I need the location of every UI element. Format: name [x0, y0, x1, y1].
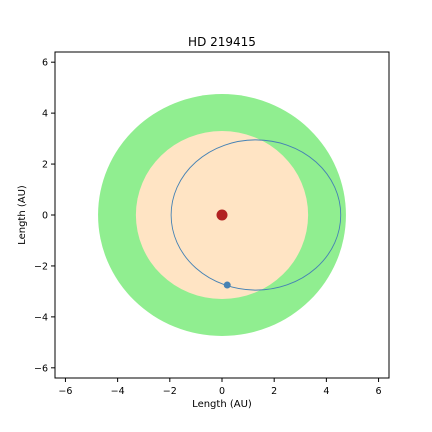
y-tick-label: −4	[34, 312, 48, 323]
y-tick-label: 2	[42, 160, 48, 171]
orbit-path	[170, 139, 342, 291]
star-marker	[216, 209, 228, 221]
planet-marker	[223, 281, 231, 289]
y-tick-label: −2	[34, 261, 48, 272]
y-tick-label: 4	[42, 109, 48, 120]
x-tick-label: 6	[376, 386, 382, 397]
x-axis-label: Length (AU)	[192, 399, 252, 410]
orbit-layer	[170, 139, 342, 291]
x-tick-label: −6	[58, 386, 72, 397]
y-axis-label: Length (AU)	[17, 185, 28, 245]
y-tick-label: −6	[34, 363, 48, 374]
y-axis-ticks: −6 −4 −2 0 2 4 6	[34, 58, 55, 374]
x-tick-label: −2	[163, 386, 177, 397]
y-tick-label: 6	[42, 58, 48, 69]
x-tick-label: 0	[219, 386, 225, 397]
y-tick-label: 0	[42, 211, 48, 222]
x-axis-ticks: −6 −4 −2 0 2 4 6	[58, 378, 382, 397]
chart-title: HD 219415	[188, 35, 256, 49]
x-tick-label: 2	[271, 386, 277, 397]
x-tick-label: −4	[111, 386, 125, 397]
x-tick-label: 4	[323, 386, 329, 397]
